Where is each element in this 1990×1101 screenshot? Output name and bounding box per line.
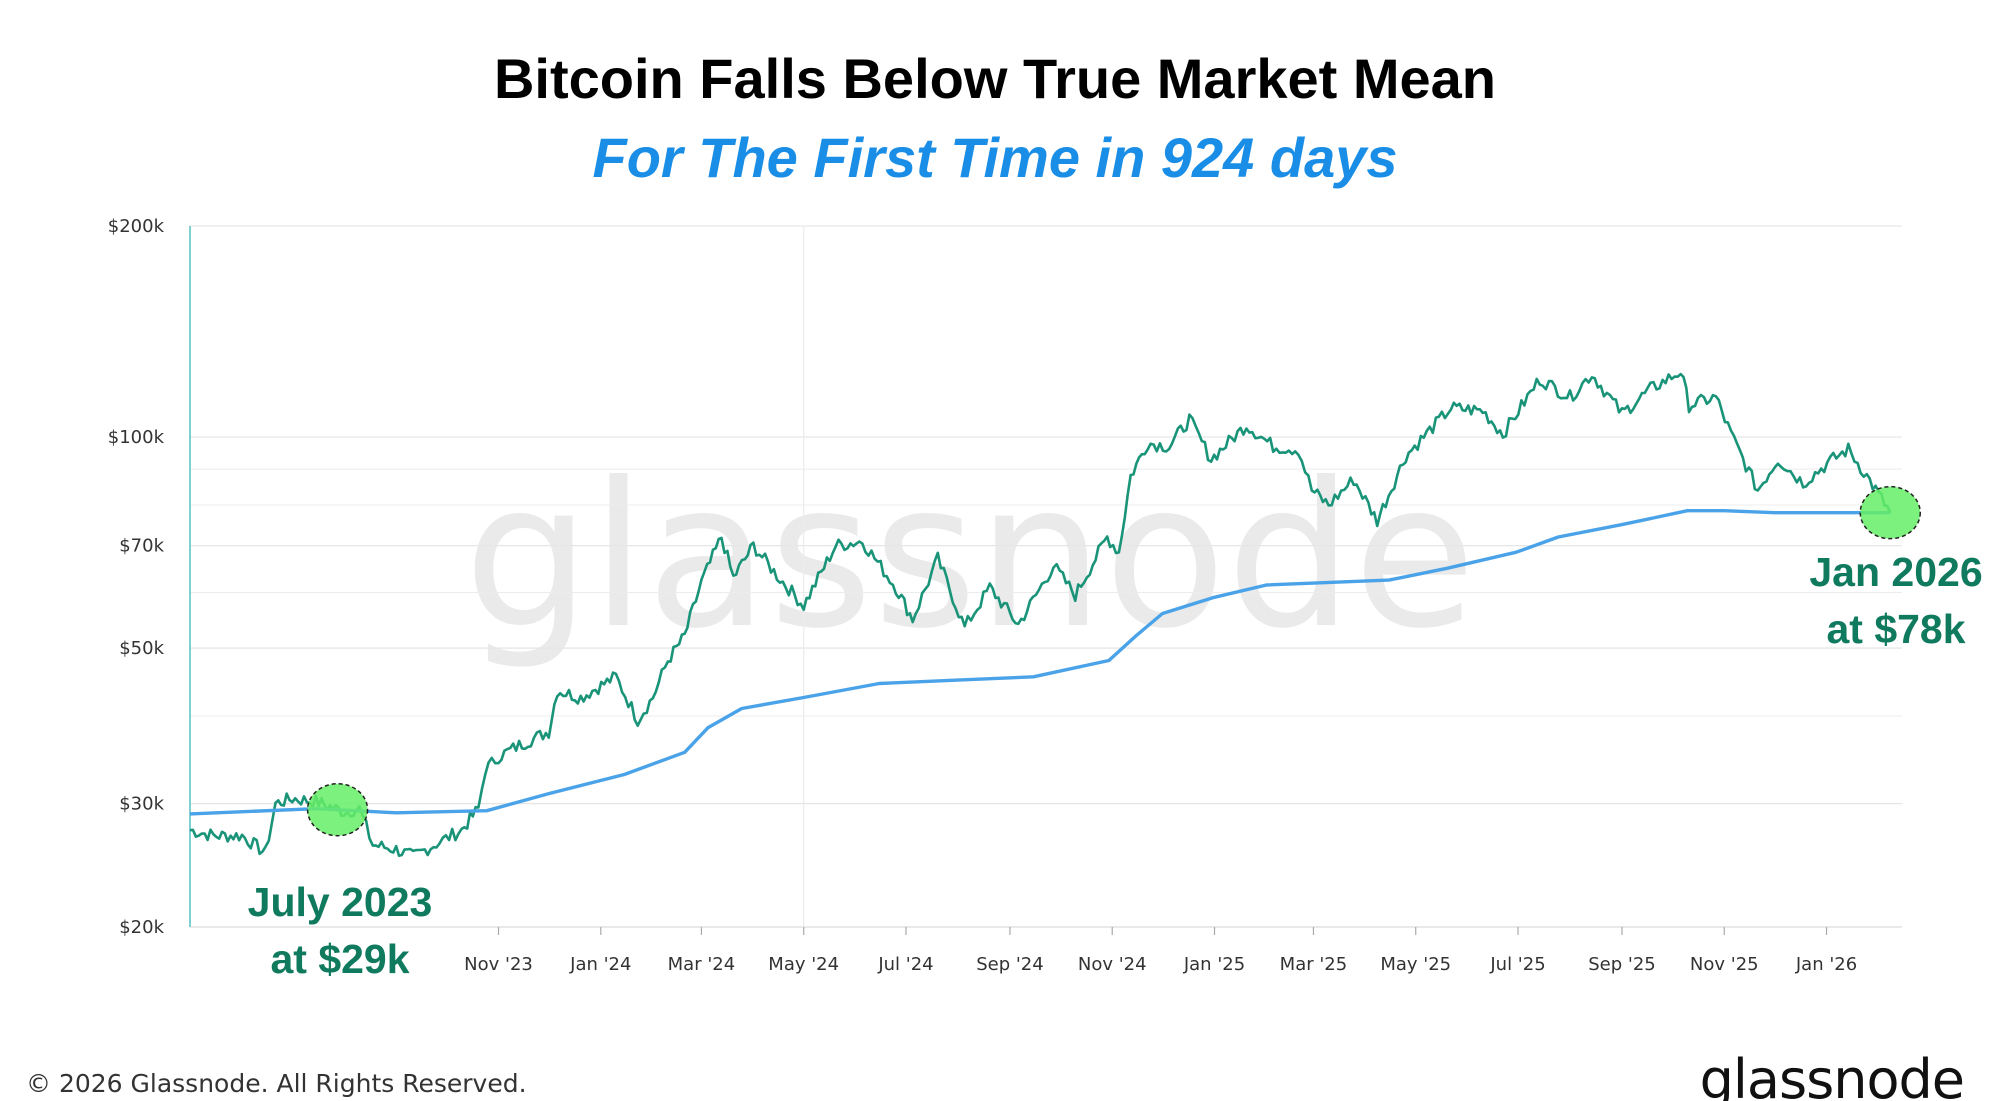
x-tick-label: Sep '25 [1588, 954, 1656, 975]
annotation-jan-2026-line2: at $78k [1826, 606, 1965, 652]
x-tick-label: Mar '25 [1280, 954, 1348, 975]
highlight-marker [306, 782, 369, 837]
x-tick-label: Mar '24 [668, 954, 736, 975]
y-tick-label: $30k [119, 794, 164, 815]
gridlines [190, 225, 1902, 928]
x-tick-label: May '25 [1380, 954, 1451, 975]
x-tick-label: Jul '25 [1489, 954, 1545, 975]
annotation-july-2023-line2: at $29k [270, 936, 409, 982]
annotation-jan-2026-line1: Jan 2026 [1809, 549, 1982, 595]
chart-title: Bitcoin Falls Below True Market Mean [494, 47, 1496, 110]
y-axis-tick-labels: $200k $100k $70k $50k $30k $20k [108, 216, 165, 938]
annotation-jan-2026: Jan 2026 at $78k [1809, 549, 1982, 652]
price-series-line [189, 372, 1892, 858]
x-tick-label: Jul '24 [877, 954, 933, 975]
x-tick-label: Jan '25 [1183, 954, 1245, 975]
annotation-july-2023-line1: July 2023 [248, 879, 433, 925]
x-tick-label: Nov '24 [1078, 954, 1147, 975]
glassnode-logo: glassnode [1700, 1048, 1964, 1101]
y-tick-label: $70k [119, 536, 164, 557]
x-tick-label: May '24 [768, 954, 839, 975]
x-tick-label: Sep '24 [976, 954, 1044, 975]
y-tick-label: $20k [119, 917, 164, 938]
annotation-july-2023: July 2023 at $29k [248, 879, 433, 982]
y-tick-label: $200k [108, 216, 165, 237]
y-tick-label: $50k [119, 638, 164, 659]
x-axis-tick-labels: Nov '23 Jan '24 Mar '24 May '24 Jul '24 Sep '… [464, 927, 1857, 975]
watermark: glassnode [464, 440, 1477, 673]
mean-series-line [189, 509, 1891, 816]
x-tick-label: Nov '23 [464, 954, 533, 975]
x-tick-label: Nov '25 [1690, 954, 1759, 975]
x-tick-label: Jan '24 [569, 954, 631, 975]
series-lines [189, 372, 1892, 858]
chart-subtitle: For The First Time in 924 days [593, 126, 1398, 189]
copyright-text: © 2026 Glassnode. All Rights Reserved. [26, 1069, 527, 1098]
y-tick-label: $100k [108, 427, 165, 448]
highlight-markers [306, 485, 1922, 837]
highlight-marker [1859, 485, 1922, 540]
x-tick-label: Jan '26 [1795, 954, 1857, 975]
